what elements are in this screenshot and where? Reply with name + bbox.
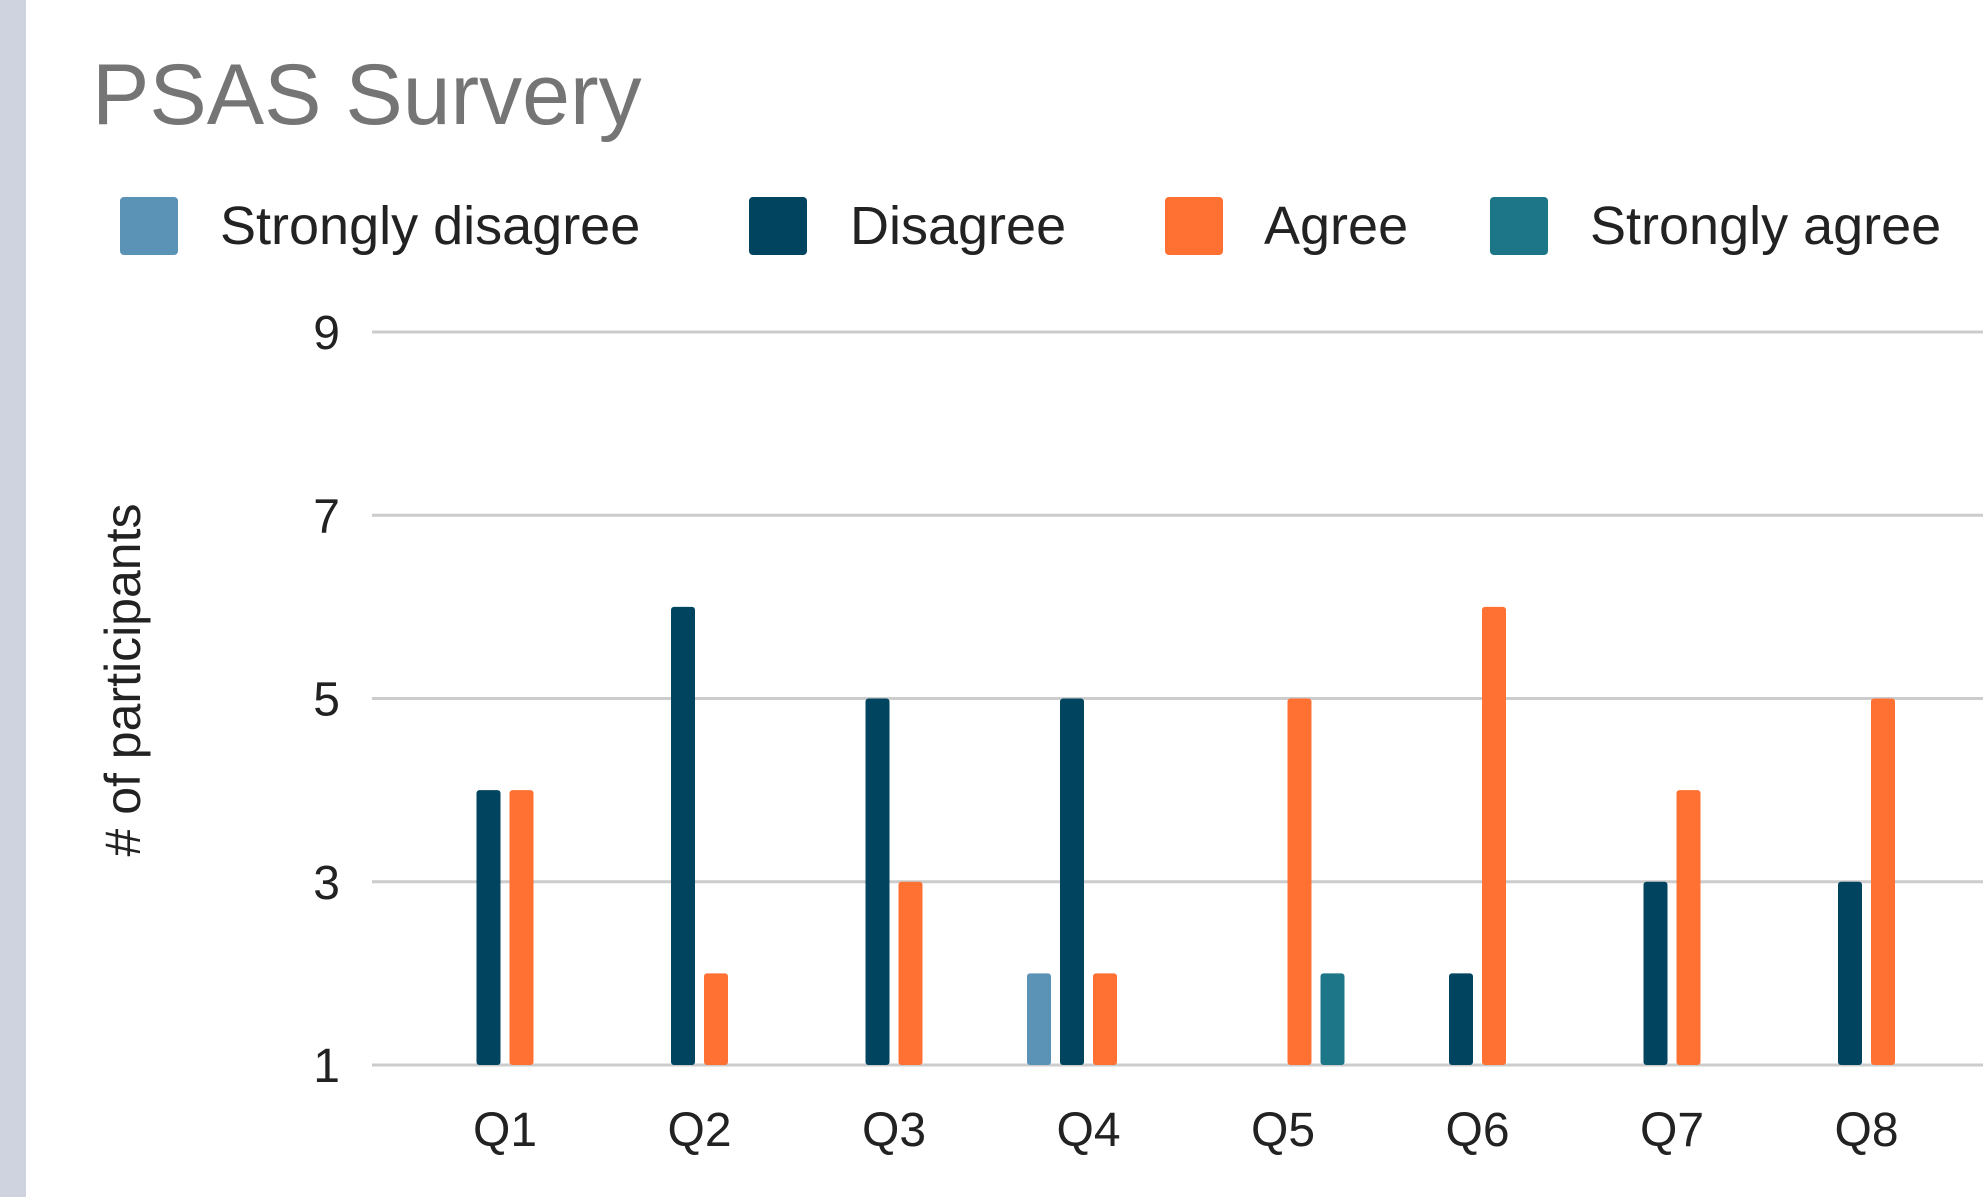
legend-swatch bbox=[1165, 197, 1223, 255]
bars bbox=[476, 606, 1895, 1065]
x-tick-label: Q4 bbox=[1056, 1104, 1120, 1157]
bar bbox=[1482, 606, 1506, 1065]
bar bbox=[1676, 790, 1701, 1065]
legend-label: Agree bbox=[1264, 196, 1408, 256]
y-tick-label: 7 bbox=[313, 490, 340, 543]
x-axis-ticks: Q1 Q2 Q3 Q4 Q5 Q6 Q7 Q8 bbox=[473, 1104, 1899, 1157]
bar bbox=[1449, 973, 1473, 1065]
bar bbox=[1027, 973, 1051, 1065]
legend: Strongly disagree Disagree Agree Strongly a… bbox=[120, 196, 1941, 256]
x-tick-label: Q6 bbox=[1445, 1104, 1509, 1157]
legend-swatch bbox=[120, 197, 178, 255]
bar bbox=[1320, 973, 1345, 1065]
bar bbox=[1643, 881, 1668, 1065]
legend-swatch bbox=[749, 197, 807, 255]
bar bbox=[865, 698, 890, 1065]
y-axis-title: # of participants bbox=[95, 504, 151, 857]
bar bbox=[671, 606, 695, 1065]
bar bbox=[704, 973, 728, 1065]
x-tick-label: Q7 bbox=[1640, 1104, 1704, 1157]
legend-label: Disagree bbox=[850, 196, 1066, 256]
y-axis-ticks: 1 3 5 7 9 bbox=[313, 307, 340, 1093]
y-tick-label: 9 bbox=[313, 307, 340, 360]
grid-lines bbox=[372, 330, 1983, 1067]
bar bbox=[1060, 698, 1084, 1065]
bar bbox=[1093, 973, 1117, 1065]
chart-title: PSAS Survery bbox=[92, 47, 642, 143]
legend-swatch bbox=[1490, 197, 1548, 255]
x-tick-label: Q2 bbox=[667, 1104, 731, 1157]
legend-label: Strongly agree bbox=[1590, 196, 1941, 256]
bar bbox=[898, 881, 923, 1065]
legend-label: Strongly disagree bbox=[220, 196, 640, 256]
bar bbox=[476, 790, 501, 1065]
window-edge bbox=[0, 0, 26, 1197]
x-tick-label: Q5 bbox=[1251, 1104, 1315, 1157]
y-tick-label: 1 bbox=[313, 1040, 340, 1093]
y-tick-label: 3 bbox=[313, 857, 340, 910]
x-tick-label: Q8 bbox=[1834, 1104, 1898, 1157]
bar bbox=[1838, 881, 1862, 1065]
bar bbox=[509, 790, 534, 1065]
x-tick-label: Q3 bbox=[862, 1104, 926, 1157]
x-tick-label: Q1 bbox=[473, 1104, 537, 1157]
bar bbox=[1287, 698, 1312, 1065]
y-tick-label: 5 bbox=[313, 674, 340, 727]
bar bbox=[1871, 698, 1895, 1065]
